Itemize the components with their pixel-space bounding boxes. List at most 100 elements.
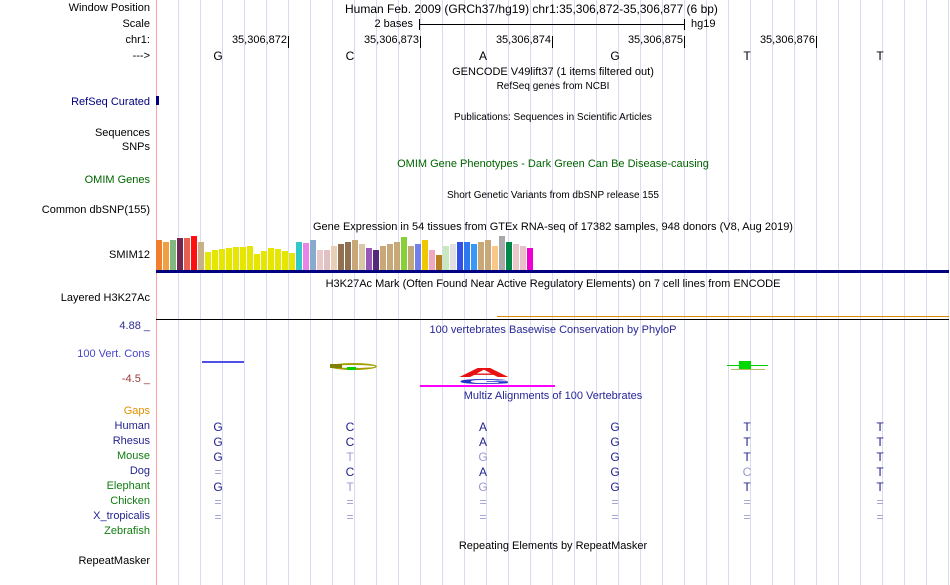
species-label-dog[interactable]: Dog <box>129 465 150 477</box>
gtex-tissue-bar <box>345 242 351 270</box>
phylop-mark <box>202 361 244 363</box>
alignment-base: G <box>213 435 223 449</box>
dbsnp-track-title[interactable]: Short Genetic Variants from dbSNP releas… <box>447 190 659 201</box>
alignment-base: G <box>478 450 488 464</box>
gtex-tissue-bar <box>310 240 316 270</box>
gtex-track-title[interactable]: Gene Expression in 54 tissues from GTEx … <box>313 221 793 233</box>
multiz-track-title[interactable]: Multiz Alignments of 100 Vertebrates <box>463 390 643 402</box>
species-label-rhesus[interactable]: Rhesus <box>112 435 150 447</box>
ruler-number: 35,306,873 <box>363 34 419 46</box>
gtex-tissue-bar <box>324 250 330 270</box>
ruler-tick <box>288 36 289 48</box>
alignment-base: G <box>610 480 620 494</box>
scale-label: Scale <box>122 18 150 30</box>
omim-genes-label[interactable]: OMIM Genes <box>84 174 150 186</box>
species-label-elephant[interactable]: Elephant <box>106 480 150 492</box>
scale-bar <box>419 24 685 25</box>
gridline <box>728 0 729 585</box>
alignment-base: T <box>876 465 884 479</box>
h3k27ac-signal-black <box>156 319 949 320</box>
gridline <box>288 0 289 585</box>
phylop-logo-letter: A <box>457 365 511 380</box>
phylop-logo-letter: G <box>457 377 513 386</box>
gtex-tissue-bar <box>163 242 169 270</box>
species-label-gaps[interactable]: Gaps <box>123 405 150 417</box>
alignment-base: G <box>610 465 620 479</box>
repeatmasker-track-title[interactable]: Repeating Elements by RepeatMasker <box>458 540 648 552</box>
gridline <box>200 0 201 585</box>
alignment-base: T <box>346 450 354 464</box>
gtex-tissue-bar <box>352 240 358 270</box>
species-label-x_tropicalis[interactable]: X_tropicalis <box>93 510 150 522</box>
phylop-mark <box>420 385 555 387</box>
alignment-base: = <box>611 510 619 524</box>
cons-track-label[interactable]: 100 Vert. Cons <box>77 348 150 360</box>
sequences-label[interactable]: Sequences <box>94 127 150 139</box>
gtex-tissue-bar <box>303 243 309 270</box>
gtex-tissue-bar <box>296 242 302 270</box>
phylop-mark <box>731 369 765 370</box>
gtex-tissue-bar <box>338 244 344 270</box>
species-label-human[interactable]: Human <box>114 420 150 432</box>
ruler-tick <box>552 36 553 48</box>
reference-base: C <box>345 49 355 63</box>
gridline <box>750 0 751 585</box>
alignment-base: G <box>610 450 620 464</box>
h3k27ac-label[interactable]: Layered H3K27Ac <box>60 292 150 304</box>
species-label-chicken[interactable]: Chicken <box>110 495 150 507</box>
gtex-tissue-bar <box>219 249 225 270</box>
alignment-base: = <box>214 510 222 524</box>
alignment-base: G <box>213 420 223 434</box>
gtex-tissue-bar <box>485 240 491 270</box>
gtex-gene-label[interactable]: SMIM12 <box>109 249 150 261</box>
ruler-tick <box>420 36 421 48</box>
alignment-base: = <box>479 510 487 524</box>
alignment-base: G <box>213 480 223 494</box>
refseq-track-title[interactable]: RefSeq genes from NCBI <box>496 81 610 92</box>
gtex-tissue-bar <box>205 252 211 270</box>
alignment-base: T <box>876 420 884 434</box>
gtex-tissue-bar <box>226 248 232 270</box>
alignment-base: G <box>610 420 620 434</box>
phylop-min-label: -4.5 _ <box>121 373 150 385</box>
gtex-tissue-bar <box>464 242 470 270</box>
strand-label[interactable]: ---> <box>132 50 150 62</box>
gtex-tissue-bar <box>233 247 239 270</box>
publications-track-title[interactable]: Publications: Sequences in Scientific Ar… <box>454 112 652 123</box>
gtex-tissue-bar <box>184 238 190 270</box>
gtex-tissue-bar <box>240 247 246 270</box>
gridline <box>882 0 883 585</box>
gtex-tissue-bar <box>429 250 435 270</box>
scale-value: 2 bases <box>374 18 413 30</box>
repeatmasker-label[interactable]: RepeatMasker <box>78 555 150 567</box>
species-label-zebrafish[interactable]: Zebrafish <box>104 525 150 537</box>
gridline <box>376 0 377 585</box>
snps-label[interactable]: SNPs <box>121 141 150 153</box>
scale-bar-left-cap <box>419 19 420 30</box>
alignment-base: = <box>346 495 354 509</box>
phylop-track-title[interactable]: 100 vertebrates Basewise Conservation by… <box>429 324 677 336</box>
species-label-mouse[interactable]: Mouse <box>116 450 150 462</box>
gtex-tissue-bar <box>254 254 260 270</box>
gtex-tissue-bar <box>380 246 386 270</box>
gtex-tissue-bar <box>331 246 337 270</box>
assembly-position-title: Human Feb. 2009 (GRCh37/hg19) chr1:35,30… <box>345 2 718 16</box>
gridline <box>772 0 773 585</box>
ruler-number: 35,306,874 <box>495 34 551 46</box>
alignment-base: A <box>478 420 487 434</box>
refseq-curated-label[interactable]: RefSeq Curated <box>71 96 150 108</box>
gridline <box>398 0 399 585</box>
window-left-edge-line <box>156 0 157 585</box>
h3k27ac-track-title[interactable]: H3K27Ac Mark (Often Found Near Active Re… <box>325 278 781 290</box>
gtex-tissue-bar <box>387 244 393 270</box>
gridline <box>662 0 663 585</box>
gtex-tissue-bar <box>401 237 407 270</box>
alignment-base: T <box>876 450 884 464</box>
refseq-gene-item[interactable] <box>156 96 159 105</box>
dbsnp-label[interactable]: Common dbSNP(155) <box>41 204 150 216</box>
gencode-track-title[interactable]: GENCODE V49lift37 (1 items filtered out) <box>452 66 654 78</box>
ruler-tick <box>816 36 817 48</box>
omim-track-title[interactable]: OMIM Gene Phenotypes - Dark Green Can Be… <box>397 158 709 170</box>
reference-base: G <box>213 49 223 63</box>
